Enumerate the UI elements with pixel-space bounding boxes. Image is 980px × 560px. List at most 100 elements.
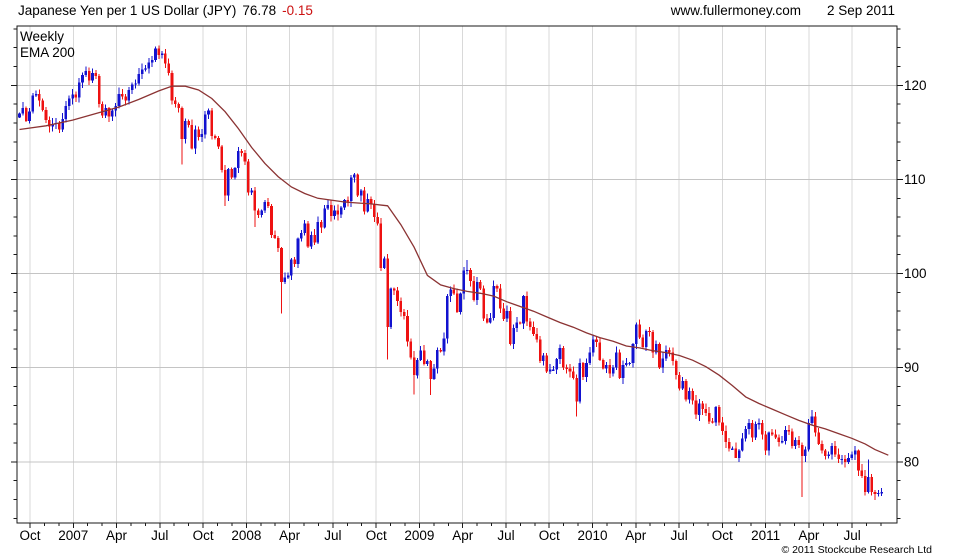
candle-body-up [127, 90, 131, 101]
candle-body-down [837, 454, 840, 459]
candle-body-down [210, 110, 214, 137]
candle-body-up [250, 190, 253, 193]
candle-body-down [774, 434, 777, 438]
title-last-price: 76.78 [242, 3, 276, 18]
candle-body-down [266, 202, 270, 206]
candle-body-up [847, 458, 850, 462]
candle-body-up [522, 296, 525, 324]
candle-body-up [880, 492, 883, 494]
candle-body-down [800, 444, 804, 457]
candle-body-up [489, 317, 492, 323]
candle-body-down [833, 445, 837, 455]
candle-body-up [64, 106, 68, 120]
candle-body-down [24, 107, 28, 122]
candle-body-up [359, 190, 363, 196]
candle-body-down [213, 136, 217, 138]
candle-body-down [528, 321, 532, 328]
x-axis-label: Jul [843, 528, 860, 543]
candle-body-up [505, 311, 509, 319]
candle-body-up [237, 151, 240, 169]
candle-body-down [253, 190, 257, 211]
candle-body-down [336, 210, 340, 215]
x-axis-label: Oct [193, 528, 214, 543]
candle-body-up [34, 93, 38, 96]
candle-body-down [319, 221, 323, 228]
candle-body-up [233, 168, 237, 178]
candle-body-up [81, 74, 84, 83]
candle-body-up [140, 69, 144, 74]
candle-body-up [416, 360, 419, 376]
candle-body-up [111, 110, 114, 117]
candle-body-up [807, 423, 811, 450]
candle-body-up [644, 331, 648, 347]
candle-body-down [439, 349, 442, 352]
candle-body-down [674, 361, 678, 376]
candle-body-down [363, 190, 366, 212]
candle-body-down [860, 470, 864, 476]
candle-body-down [57, 123, 61, 130]
candle-body-down [87, 71, 91, 81]
candle-body-down [651, 331, 655, 353]
candle-body-up [462, 270, 466, 294]
title-change: -0.15 [282, 3, 313, 18]
candle-body-up [349, 177, 353, 201]
candle-body-up [353, 174, 356, 178]
candle-body-down [485, 318, 489, 323]
candle-body-down [787, 429, 791, 432]
candle-body-down [38, 93, 41, 101]
candle-body-down [764, 434, 767, 451]
candle-body-down [455, 293, 459, 313]
copyright-text: © 2011 Stockcube Research Ltd [781, 544, 932, 556]
plot-border [16, 25, 898, 524]
candle-body-down [565, 367, 568, 369]
candle-body-up [326, 204, 330, 209]
candle-body-up [154, 48, 157, 60]
candle-body-up [621, 364, 625, 379]
candle-body-up [343, 200, 346, 208]
candle-body-up [459, 293, 462, 313]
candle-body-up [631, 344, 635, 363]
candle-body-down [479, 282, 482, 289]
candle-body-up [737, 450, 741, 458]
x-axis-label: 2009 [404, 528, 434, 543]
website-text: www.fullermoney.com [670, 3, 801, 18]
candle-body-down [817, 432, 820, 444]
candle-body-down [243, 153, 247, 162]
candle-body-down [568, 368, 572, 372]
candle-body-up [850, 454, 854, 459]
candle-body-up [654, 344, 658, 353]
candle-body-down [97, 75, 101, 105]
candle-body-up [296, 238, 300, 265]
candle-body-up [784, 429, 787, 442]
candle-body-down [724, 430, 728, 443]
candle-body-up [827, 454, 830, 457]
x-axis-label: Oct [366, 528, 387, 543]
candle-body-down [658, 344, 661, 368]
candle-body-up [867, 476, 870, 492]
candle-body-down [734, 448, 738, 458]
candle-body-up [134, 83, 137, 85]
candle-body-up [91, 73, 94, 81]
candle-body-up [731, 448, 734, 450]
candle-body-up [853, 450, 857, 455]
candle-body-up [548, 369, 552, 372]
candle-body-down [691, 391, 694, 401]
candle-body-down [48, 120, 51, 127]
candle-body-down [711, 421, 714, 423]
candle-body-down [379, 223, 383, 268]
candle-body-up [741, 438, 744, 451]
candle-body-down [518, 322, 522, 324]
candle-body-up [61, 119, 64, 130]
candle-body-down [843, 459, 847, 462]
candle-body-up [286, 275, 290, 278]
x-axis-label: 2008 [231, 528, 261, 543]
candle-body-up [442, 338, 446, 352]
candle-body-up [193, 129, 197, 149]
candle-body-up [445, 296, 449, 339]
candle-body-down [124, 96, 127, 101]
candle-body-down [671, 352, 675, 362]
candle-body-up [51, 123, 54, 127]
candle-body-down [256, 210, 260, 216]
candle-body-down [814, 416, 817, 433]
